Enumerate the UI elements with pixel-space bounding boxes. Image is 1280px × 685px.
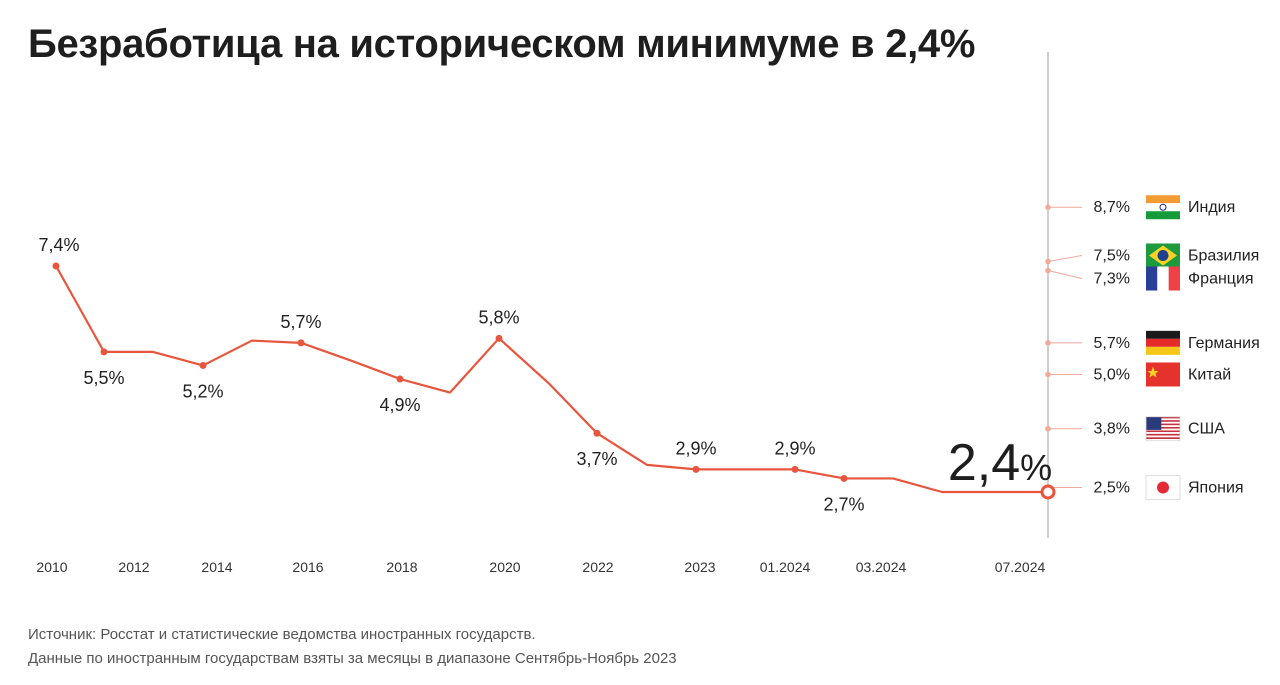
comparison-value: 8,7% bbox=[1094, 199, 1130, 216]
comparison-value: 2,5% bbox=[1094, 479, 1130, 496]
data-point bbox=[593, 429, 601, 437]
comparison-germany: 5,7% Германия bbox=[1045, 330, 1260, 355]
france-flag-icon bbox=[1146, 266, 1180, 291]
india-flag-icon bbox=[1146, 195, 1180, 220]
x-tick-label: 2010 bbox=[36, 559, 67, 575]
comparison-value: 7,5% bbox=[1094, 247, 1130, 264]
comparison-brazil: 7,5% Бразилия bbox=[1045, 243, 1259, 268]
comparison-tick bbox=[1047, 254, 1083, 262]
data-point bbox=[692, 465, 700, 473]
data-label: 7,4% bbox=[38, 235, 79, 255]
data-label: 5,7% bbox=[280, 312, 321, 332]
comparison-value: 3,8% bbox=[1094, 421, 1130, 438]
x-tick-label: 2014 bbox=[201, 559, 232, 575]
x-tick-label: 2018 bbox=[386, 559, 417, 575]
comparison-usa: 3,8% США bbox=[1045, 416, 1225, 442]
data-point bbox=[840, 474, 848, 482]
data-label: 2,9% bbox=[675, 438, 716, 458]
japan-flag-icon bbox=[1145, 474, 1181, 500]
x-tick-label: 2012 bbox=[118, 559, 149, 575]
final-point-marker bbox=[1040, 484, 1056, 500]
comparison-country: Бразилия bbox=[1188, 247, 1259, 264]
data-point bbox=[495, 334, 503, 342]
comparison-dot bbox=[1045, 340, 1051, 346]
data-period-note: Данные по иностранным государствам взяты… bbox=[28, 650, 677, 667]
x-tick-label: 07.2024 bbox=[995, 559, 1046, 575]
comparison-value: 5,7% bbox=[1094, 335, 1130, 352]
comparison-dot bbox=[1045, 371, 1051, 378]
data-point bbox=[396, 375, 404, 383]
comparison-value: 5,0% bbox=[1094, 366, 1130, 383]
comparison-dot bbox=[1045, 267, 1051, 274]
comparison-china: 5,0% Китай bbox=[1045, 362, 1231, 387]
comparison-value: 7,3% bbox=[1094, 271, 1130, 288]
page-title: Безработица на историческом минимуме в 2… bbox=[28, 22, 976, 66]
comparison-country: Индия bbox=[1188, 199, 1235, 216]
comparison-japan: 2,5% Япония bbox=[1045, 474, 1244, 500]
data-label: 4,9% bbox=[379, 395, 420, 415]
x-tick-label: 01.2024 bbox=[760, 559, 811, 575]
x-tick-label: 2023 bbox=[684, 559, 715, 575]
data-label: 2,7% bbox=[823, 494, 864, 514]
comparison-country: Франция bbox=[1188, 271, 1254, 288]
data-point bbox=[199, 361, 207, 369]
source-note: Источник: Росстат и статистические ведом… bbox=[28, 626, 536, 643]
comparison-country: США bbox=[1188, 421, 1225, 438]
data-label: 3,7% bbox=[576, 449, 617, 469]
data-point bbox=[100, 348, 108, 356]
data-label: 5,2% bbox=[182, 381, 223, 401]
x-tick-label: 2016 bbox=[292, 559, 323, 575]
highlight-unit: % bbox=[1020, 447, 1052, 488]
usa-flag-icon bbox=[1145, 416, 1181, 442]
china-flag-icon bbox=[1146, 362, 1180, 387]
data-point bbox=[791, 465, 799, 473]
comparison-dot bbox=[1045, 425, 1051, 432]
data-point bbox=[52, 262, 60, 270]
x-tick-label: 03.2024 bbox=[856, 559, 907, 575]
data-label: 2,9% bbox=[774, 438, 815, 458]
comparison-country: Япония bbox=[1188, 479, 1244, 496]
comparison-country: Китай bbox=[1188, 366, 1231, 383]
comparison-dot bbox=[1045, 258, 1051, 265]
germany-flag-icon bbox=[1146, 330, 1180, 355]
comparison-india: 8,7% Индия bbox=[1045, 195, 1235, 220]
x-tick-label: 2020 bbox=[489, 559, 520, 575]
x-tick-label: 2022 bbox=[582, 559, 613, 575]
brazil-flag-icon bbox=[1146, 243, 1180, 268]
highlight-number: 2,4 bbox=[948, 434, 1020, 492]
data-label: 5,8% bbox=[478, 307, 519, 327]
series-line bbox=[55, 265, 1048, 494]
comparison-france: 7,3% Франция bbox=[1045, 266, 1254, 291]
comparison-dot bbox=[1045, 204, 1051, 211]
data-point bbox=[297, 339, 305, 347]
highlight-value: 2,4% bbox=[948, 434, 1052, 492]
data-label: 5,5% bbox=[83, 368, 124, 388]
comparison-country: Германия bbox=[1188, 335, 1260, 352]
comparison-tick bbox=[1047, 270, 1083, 280]
